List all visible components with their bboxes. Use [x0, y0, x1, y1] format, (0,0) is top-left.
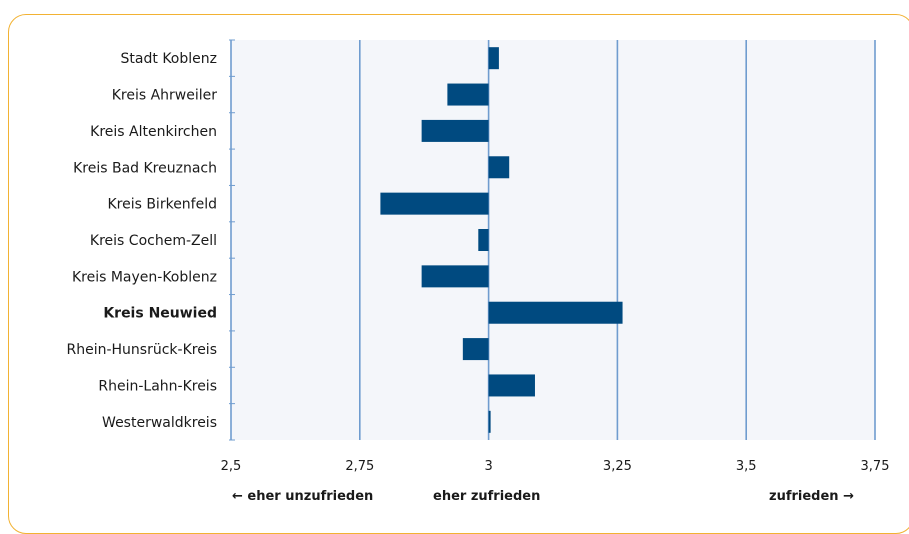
bar — [421, 119, 489, 142]
category-label: Kreis Ahrweiler — [112, 88, 218, 104]
bar — [488, 301, 623, 324]
category-label: Rhein-Lahn-Kreis — [98, 378, 217, 394]
category-label: Kreis Mayen-Koblenz — [72, 269, 217, 285]
category-label: Westerwaldkreis — [102, 415, 217, 431]
bar — [462, 338, 489, 361]
category-labels: Stadt Koblenz Kreis Ahrweiler Kreis Altenk… — [66, 51, 217, 431]
bar — [478, 229, 489, 251]
bar — [421, 265, 489, 288]
scale-label-right: zufrieden → — [769, 489, 854, 504]
category-label: Rhein-Hunsrück-Kreis — [66, 342, 217, 358]
x-tick-label: 3,5 — [736, 459, 757, 474]
x-tick-label: 3 — [484, 459, 492, 474]
bar — [488, 156, 510, 179]
bar — [488, 410, 491, 433]
scale-label-center: eher zufrieden — [433, 489, 541, 504]
category-label: Stadt Koblenz — [121, 51, 217, 67]
category-label: Kreis Birkenfeld — [107, 197, 217, 213]
x-tick-label: 3,25 — [603, 459, 632, 474]
bar — [488, 374, 535, 397]
bar-chart: Stadt Koblenz Kreis Ahrweiler Kreis Altenk… — [66, 39, 890, 474]
x-tick-label: 2,5 — [221, 459, 242, 474]
plot-area — [231, 40, 875, 440]
category-label: Kreis Neuwied — [103, 306, 217, 322]
x-tick-label: 2,75 — [345, 459, 374, 474]
scale-label-left: ← eher unzufrieden — [232, 489, 374, 504]
category-label: Kreis Altenkirchen — [90, 124, 217, 140]
bars — [380, 47, 623, 433]
bar — [447, 83, 489, 106]
category-label: Kreis Bad Kreuznach — [73, 160, 217, 176]
grid-lines — [229, 39, 876, 441]
bar — [380, 192, 489, 215]
bar — [488, 47, 499, 70]
category-label: Kreis Cochem-Zell — [90, 233, 217, 249]
x-tick-labels: 2,5 2,75 3 3,25 3,5 3,75 — [221, 459, 890, 474]
x-tick-label: 3,75 — [861, 459, 890, 474]
